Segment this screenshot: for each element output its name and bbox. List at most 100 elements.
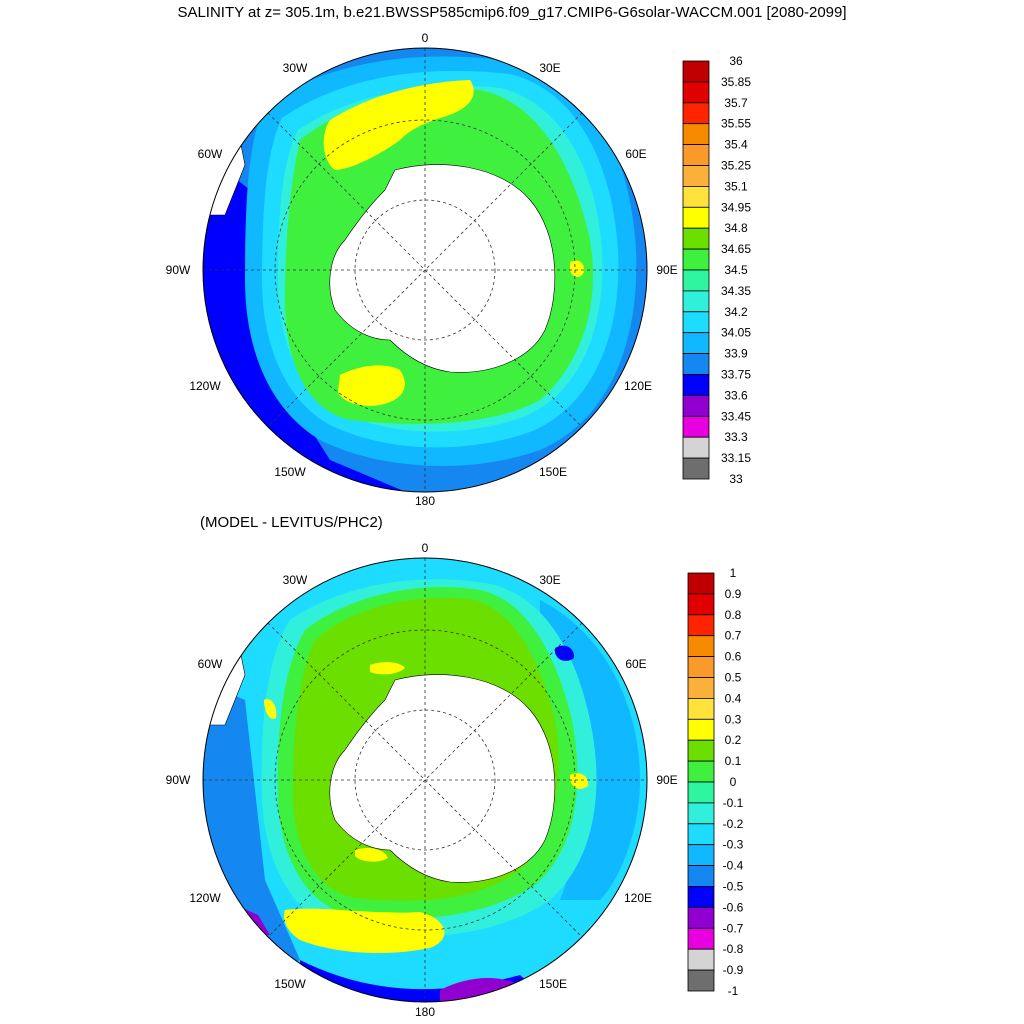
antarctica — [329, 674, 556, 883]
salinity-colorbar: 36 35.85 35.7 35.55 35.4 35.25 35.1 34.95 34.8 34… — [682, 54, 751, 486]
colorbar-swatch — [682, 227, 710, 250]
lon-label-120e: 120E — [624, 891, 652, 905]
colorbar-label: 34.35 — [721, 284, 751, 298]
colorbar-swatch — [687, 635, 715, 658]
colorbar-label: 33.3 — [724, 430, 748, 444]
lon-label-90w: 90W — [166, 263, 191, 277]
colorbar-swatch — [682, 457, 710, 480]
yellow-core-indian — [570, 773, 589, 789]
lon-label-120w: 120W — [189, 379, 221, 393]
colorbar-swatch — [687, 823, 715, 846]
colorbar-label: 34.05 — [721, 326, 751, 340]
lon-label-150e: 150E — [539, 465, 567, 479]
salinity-panel: 0 30E 60E 90E 120E 150E 180 150W 120W 90… — [166, 31, 752, 508]
colorbar-label: 33.45 — [721, 409, 751, 423]
colorbar-swatch — [682, 394, 710, 417]
lon-label-60e: 60E — [625, 147, 646, 161]
colorbar-label: 34.8 — [724, 221, 748, 235]
colorbar-swatch — [682, 144, 710, 166]
colorbar-label: 33.6 — [724, 388, 748, 402]
colorbar-label: 35.4 — [724, 138, 748, 152]
purple-zone-south — [440, 978, 520, 1002]
colorbar-label: 0.4 — [725, 691, 742, 705]
colorbar-label: 33 — [729, 472, 743, 486]
colorbar-swatch — [682, 102, 710, 125]
colorbar-swatch — [687, 865, 715, 887]
colorbar-label: -0.8 — [723, 942, 744, 956]
colorbar-label: 34.65 — [721, 242, 751, 256]
yellow-core-pacific — [338, 365, 405, 406]
colorbar-swatch — [687, 802, 715, 825]
colorbar-label: 0.5 — [725, 671, 742, 685]
colorbar-swatch — [687, 677, 715, 699]
colorbar-label: 1 — [730, 566, 737, 580]
lon-label-60e: 60E — [625, 657, 646, 671]
lon-label-30e: 30E — [539, 61, 560, 75]
difference-map — [202, 557, 648, 1003]
lon-label-150e: 150E — [539, 977, 567, 991]
difference-title: (MODEL - LEVITUS/PHC2) — [200, 514, 383, 531]
colorbar-swatch — [687, 844, 715, 867]
colorbar-label: -0.5 — [723, 880, 744, 894]
lon-label-90e: 90E — [656, 773, 677, 787]
colorbar-swatch — [682, 185, 710, 208]
difference-panel: 0 30E 60E 90E 120E 150E 180 150W 120W 90… — [166, 541, 744, 1019]
colorbar-swatch — [687, 718, 715, 741]
longitude-labels: 0 30E 60E 90E 120E 150E 180 150W 120W 90… — [166, 31, 678, 508]
colorbar-swatch — [687, 969, 715, 992]
yellow-core-indian — [570, 260, 585, 278]
colorbar-label: -0.6 — [723, 900, 744, 914]
colorbar-label: 0.3 — [725, 712, 742, 726]
colorbar-label: 0.9 — [725, 587, 742, 601]
colorbar-swatch — [687, 739, 715, 762]
colorbar-swatch — [682, 290, 710, 313]
yellow-core-peninsula — [264, 699, 277, 719]
colorbar-label: 33.75 — [721, 368, 751, 382]
lon-label-120e: 120E — [624, 379, 652, 393]
yellow-core-pacific — [283, 908, 445, 954]
colorbar-label: 0.7 — [725, 629, 742, 643]
lon-label-60w: 60W — [198, 657, 223, 671]
colorbar-label: 34.95 — [721, 200, 751, 214]
colorbar-label: -1 — [728, 984, 739, 998]
map-border — [202, 47, 648, 493]
colorbar-swatch — [682, 353, 710, 375]
colorbar-label: 36 — [729, 54, 743, 68]
colorbar-label: 0 — [730, 775, 737, 789]
colorbar-swatch — [682, 415, 710, 438]
colorbar-label: -0.9 — [723, 963, 744, 977]
graticule — [203, 558, 647, 1002]
lon-label-180: 180 — [415, 1005, 435, 1019]
lon-label-90w: 90W — [166, 773, 191, 787]
colorbar-label: 35.55 — [721, 117, 751, 131]
lon-label-150w: 150W — [274, 465, 306, 479]
colorbar-label: 35.85 — [721, 75, 751, 89]
lon-label-120w: 120W — [189, 891, 221, 905]
lon-label-60w: 60W — [198, 147, 223, 161]
colorbar-swatch — [687, 698, 715, 720]
colorbar-swatch — [687, 572, 715, 595]
main-title: SALINITY at z= 305.1m, b.e21.BWSSP585cmi… — [177, 4, 847, 21]
colorbar-swatch — [687, 614, 715, 637]
colorbar-swatch — [687, 886, 715, 908]
blue-blob-ne — [555, 645, 575, 661]
colorbar-swatch — [687, 927, 715, 950]
colorbar-swatch — [682, 269, 710, 292]
lon-label-0: 0 — [422, 541, 429, 555]
colorbar-swatch — [682, 374, 710, 396]
lon-label-180: 180 — [415, 494, 435, 508]
longitude-labels: 0 30E 60E 90E 120E 150E 180 150W 120W 90… — [166, 541, 678, 1019]
colorbar-label: 0.1 — [725, 754, 742, 768]
colorbar-swatch — [682, 436, 710, 459]
yellow-core-ross — [355, 847, 388, 862]
lon-label-30e: 30E — [539, 573, 560, 587]
colorbar-swatch — [682, 332, 710, 355]
colorbar-label: 33.9 — [724, 347, 748, 361]
colorbar-swatch — [682, 165, 710, 187]
colorbar-label: 33.15 — [721, 451, 751, 465]
colorbar-label: 34.2 — [724, 305, 748, 319]
colorbar-label: -0.7 — [723, 921, 744, 935]
colorbar-label: 35.25 — [721, 159, 751, 173]
lon-label-30w: 30W — [283, 573, 308, 587]
lon-label-90e: 90E — [656, 263, 677, 277]
